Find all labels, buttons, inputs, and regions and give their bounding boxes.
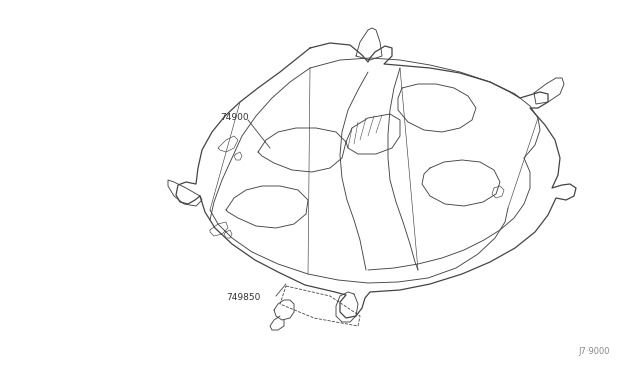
Text: 749850: 749850 [226,294,260,302]
Text: 74900: 74900 [220,113,248,122]
Text: J7·9000: J7·9000 [579,347,610,356]
